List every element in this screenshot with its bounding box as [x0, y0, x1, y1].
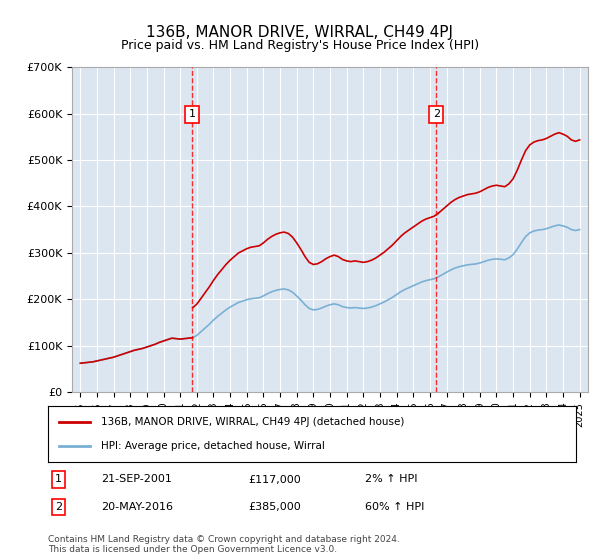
Text: 60% ↑ HPI: 60% ↑ HPI — [365, 502, 424, 512]
Text: 20-MAY-2016: 20-MAY-2016 — [101, 502, 173, 512]
Text: 136B, MANOR DRIVE, WIRRAL, CH49 4PJ: 136B, MANOR DRIVE, WIRRAL, CH49 4PJ — [146, 25, 454, 40]
Text: 2: 2 — [433, 109, 440, 119]
Text: HPI: Average price, detached house, Wirral: HPI: Average price, detached house, Wirr… — [101, 441, 325, 451]
Text: 2% ↑ HPI: 2% ↑ HPI — [365, 474, 418, 484]
Text: £385,000: £385,000 — [248, 502, 301, 512]
Text: £117,000: £117,000 — [248, 474, 301, 484]
Text: 136B, MANOR DRIVE, WIRRAL, CH49 4PJ (detached house): 136B, MANOR DRIVE, WIRRAL, CH49 4PJ (det… — [101, 417, 404, 427]
Text: Contains HM Land Registry data © Crown copyright and database right 2024.
This d: Contains HM Land Registry data © Crown c… — [48, 535, 400, 554]
Text: 21-SEP-2001: 21-SEP-2001 — [101, 474, 172, 484]
Text: 2: 2 — [55, 502, 62, 512]
Text: 1: 1 — [188, 109, 196, 119]
Text: Price paid vs. HM Land Registry's House Price Index (HPI): Price paid vs. HM Land Registry's House … — [121, 39, 479, 52]
Text: 1: 1 — [55, 474, 62, 484]
